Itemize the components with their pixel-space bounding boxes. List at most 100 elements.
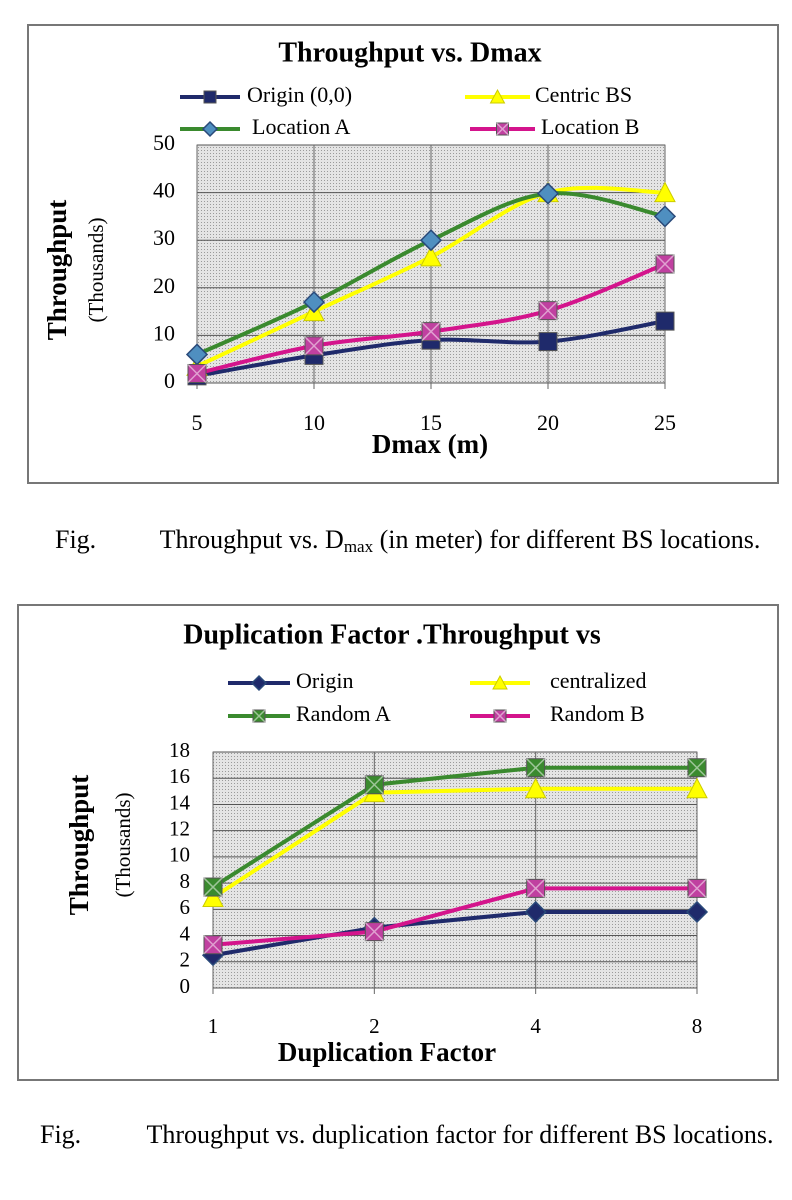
y-tick-label: 10 xyxy=(153,320,175,345)
caption-label: Fig. xyxy=(55,525,97,554)
caption-text: Throughput vs. duplication factor for di… xyxy=(146,1120,774,1149)
marker xyxy=(203,90,217,104)
marker xyxy=(203,935,223,955)
y-tick-label: 0 xyxy=(180,974,191,998)
marker xyxy=(250,674,268,692)
x-tick-label: 20 xyxy=(537,410,559,435)
x-tick-label: 4 xyxy=(530,1014,541,1038)
y-axis-label: Throughput xyxy=(64,775,94,916)
marker-cross xyxy=(526,878,546,898)
x-axis-label: Duplication Factor xyxy=(278,1037,496,1067)
y-tick-label: 18 xyxy=(169,738,190,762)
marker xyxy=(364,922,384,942)
caption-text: Throughput vs. D xyxy=(159,525,344,554)
marker-shape xyxy=(302,291,326,314)
y-axis-units: (Thousands) xyxy=(111,793,135,898)
marker xyxy=(420,245,442,267)
marker xyxy=(203,877,223,897)
marker-shape xyxy=(524,777,547,799)
marker xyxy=(492,674,508,690)
legend-label: Random A xyxy=(296,701,391,726)
marker-cross xyxy=(655,254,675,274)
legend-label: centralized xyxy=(550,668,647,693)
marker-shape xyxy=(203,90,217,104)
marker-cross xyxy=(252,709,266,723)
x-tick-label: 10 xyxy=(303,410,325,435)
legend-label: Origin xyxy=(296,668,353,693)
marker xyxy=(687,878,707,898)
y-tick-label: 50 xyxy=(153,130,175,155)
marker xyxy=(526,758,546,778)
marker xyxy=(304,336,324,356)
legend-label: Origin (0,0) xyxy=(247,82,352,107)
series-line xyxy=(211,765,697,889)
series-line xyxy=(212,886,697,947)
marker-shape xyxy=(250,674,268,692)
x-tick-label: 15 xyxy=(420,410,442,435)
marker xyxy=(364,775,384,795)
series-line xyxy=(212,909,697,958)
marker-cross xyxy=(203,935,223,955)
marker-shape xyxy=(653,205,677,228)
marker-shape xyxy=(685,900,709,924)
marker xyxy=(493,709,507,723)
caption: Fig. Throughput vs. Dmax (in meter) for … xyxy=(0,522,792,557)
marker xyxy=(653,205,677,228)
marker-shape xyxy=(202,886,224,908)
marker xyxy=(655,254,675,274)
y-tick-label: 8 xyxy=(180,869,191,893)
marker xyxy=(495,122,510,136)
marker-cross xyxy=(187,363,207,384)
legend-label: Random B xyxy=(550,701,645,726)
marker-shape xyxy=(538,332,558,352)
marker-shape xyxy=(201,120,219,138)
y-tick-label: 30 xyxy=(153,225,175,250)
y-tick-label: 16 xyxy=(169,764,190,788)
marker xyxy=(526,878,546,898)
marker xyxy=(202,886,224,908)
marker xyxy=(687,758,707,778)
y-tick-label: 6 xyxy=(180,895,191,919)
marker-cross xyxy=(304,336,324,356)
marker-cross xyxy=(364,922,384,942)
caption: Fig. Throughput vs. duplication factor f… xyxy=(0,1117,792,1152)
marker-shape xyxy=(492,674,508,690)
marker xyxy=(489,88,506,104)
y-tick-label: 4 xyxy=(180,921,191,945)
marker xyxy=(187,363,207,384)
marker xyxy=(685,900,709,924)
marker xyxy=(524,900,547,924)
y-axis-label: Throughput xyxy=(42,200,72,341)
caption-subscript: max xyxy=(343,537,374,556)
marker xyxy=(686,777,708,799)
marker-shape xyxy=(654,181,676,203)
marker xyxy=(201,120,219,138)
legend-label: Centric BS xyxy=(535,82,632,107)
y-tick-label: 10 xyxy=(169,843,190,867)
marker xyxy=(538,332,558,352)
marker-cross xyxy=(687,758,707,778)
marker-cross xyxy=(364,775,384,795)
marker xyxy=(538,301,558,321)
x-tick-label: 8 xyxy=(692,1014,703,1038)
marker xyxy=(419,229,443,252)
y-tick-label: 12 xyxy=(169,816,190,840)
y-axis-units: (Thousands) xyxy=(84,218,108,323)
marker xyxy=(524,777,547,799)
series-line xyxy=(211,786,697,900)
marker-cross xyxy=(538,301,558,321)
marker-shape xyxy=(655,311,675,331)
marker xyxy=(654,181,676,203)
marker-cross xyxy=(495,122,510,136)
caption-text: (in meter) for different BS locations. xyxy=(373,525,761,554)
marker-shape xyxy=(524,900,547,924)
marker-shape xyxy=(686,777,708,799)
chart-title: Throughput vs. Dmax xyxy=(278,37,541,68)
x-tick-label: 25 xyxy=(654,410,676,435)
y-tick-label: 2 xyxy=(180,948,191,972)
y-tick-label: 20 xyxy=(153,273,175,298)
y-tick-label: 14 xyxy=(169,790,191,814)
marker xyxy=(302,291,326,314)
